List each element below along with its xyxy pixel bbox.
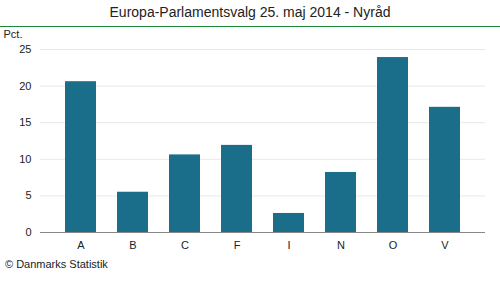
html-text:© Danmarks Statistik: © Danmarks Statistik bbox=[5, 257, 108, 270]
svg-text:0: 0 bbox=[25, 226, 31, 238]
svg-text:A: A bbox=[77, 239, 85, 251]
svg-text:15: 15 bbox=[19, 116, 31, 128]
svg-text:C: C bbox=[181, 239, 189, 251]
svg-text:5: 5 bbox=[25, 189, 31, 201]
svg-text:25: 25 bbox=[19, 43, 31, 55]
svg-text:10: 10 bbox=[19, 153, 31, 165]
svg-text:Pct.: Pct. bbox=[4, 28, 23, 40]
svg-text:B: B bbox=[129, 239, 136, 251]
svg-text:N: N bbox=[337, 239, 345, 251]
svg-text:F: F bbox=[234, 239, 241, 251]
svg-text:20: 20 bbox=[19, 79, 31, 91]
svg-text:O: O bbox=[389, 239, 398, 251]
svg-text:V: V bbox=[441, 239, 449, 251]
html-text:Europa-Parlamentsvalg 25. maj: Europa-Parlamentsvalg 25. maj 2014 - Nyr… bbox=[109, 4, 391, 20]
svg-text:I: I bbox=[287, 239, 290, 251]
